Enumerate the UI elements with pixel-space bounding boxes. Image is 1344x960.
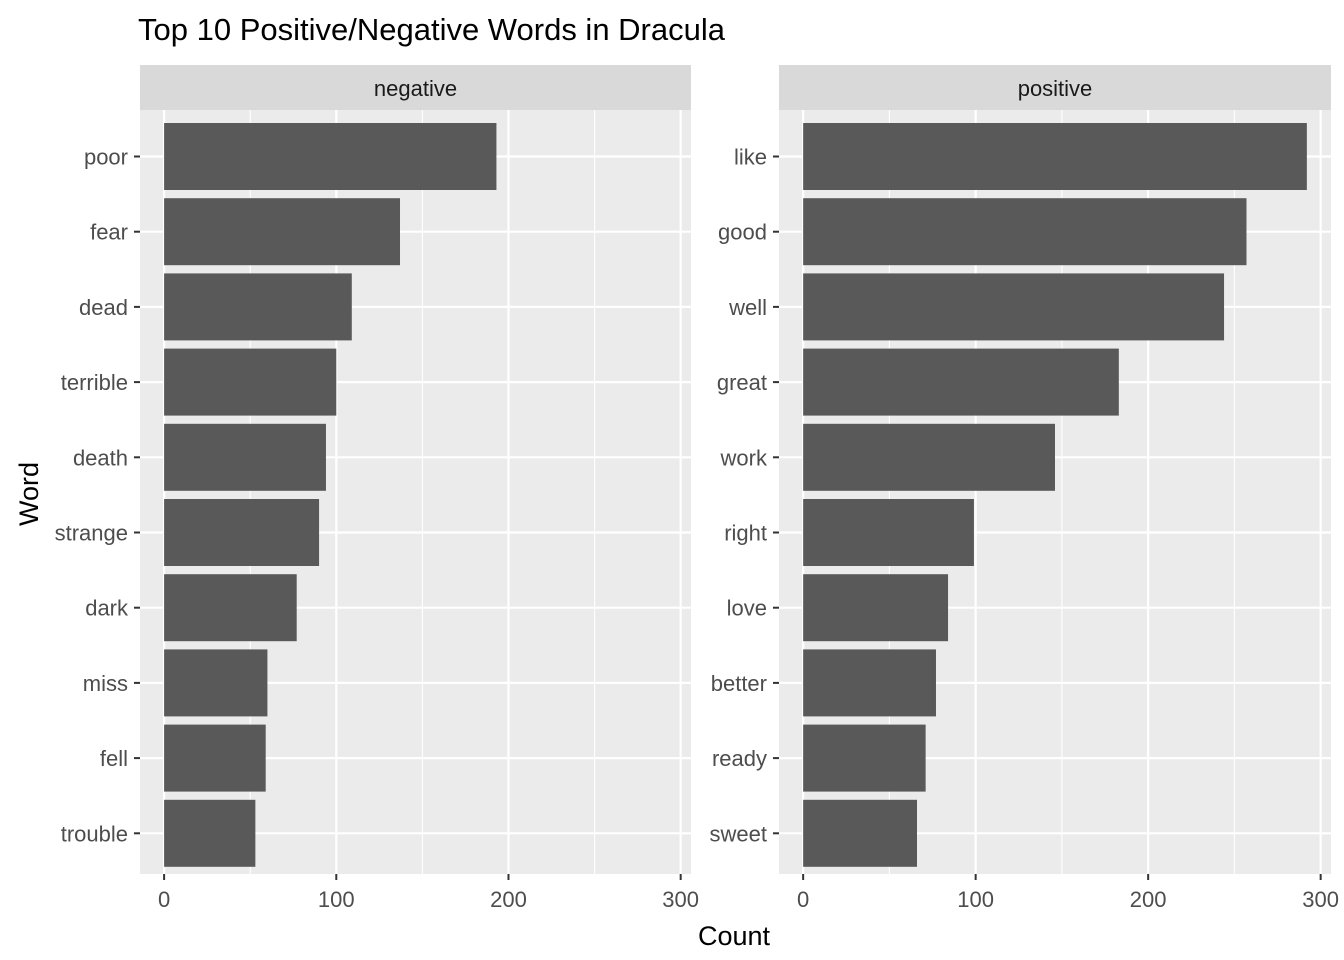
bar-trouble [164, 799, 256, 867]
bar-work [803, 423, 1055, 491]
bar-miss [164, 649, 268, 717]
y-tick-label: right [724, 521, 767, 546]
y-tick-label: strange [55, 521, 128, 546]
x-tick-label: 300 [1302, 887, 1339, 912]
y-axis-title: Word [14, 462, 44, 526]
y-tick-label: terrible [61, 370, 128, 395]
bar-love [803, 574, 949, 642]
y-tick-label: great [717, 370, 767, 395]
x-axis-title: Count [698, 921, 771, 951]
facet-strip-label: negative [374, 76, 457, 101]
x-tick-label: 200 [490, 887, 527, 912]
bar-better [803, 649, 936, 717]
bar-sweet [803, 799, 917, 867]
facet-strip-label: positive [1018, 76, 1093, 101]
y-tick-label: love [727, 596, 767, 621]
y-tick-label: dead [79, 295, 128, 320]
y-tick-label: work [720, 445, 768, 470]
y-tick-label: fear [90, 220, 128, 245]
bar-like [803, 123, 1307, 190]
facet-strip [779, 65, 1331, 110]
bar-good [803, 198, 1247, 266]
x-tick-label: 100 [318, 887, 355, 912]
facet-positive: positive 0 100 200 300 like good well great work r… [710, 65, 1339, 912]
y-tick-label: dark [85, 596, 129, 621]
bar-dark [164, 574, 297, 642]
y-tick-label: poor [84, 145, 128, 170]
bar-terrible [164, 348, 337, 416]
bar-right [803, 499, 974, 566]
x-tick-label: 0 [797, 887, 809, 912]
facet-negative: negative 0 100 200 300 poor fear dead terrible de… [55, 65, 699, 912]
y-tick-label: trouble [61, 821, 128, 846]
x-tick-label: 200 [1130, 887, 1167, 912]
bar-fear [164, 198, 401, 266]
bar-strange [164, 499, 320, 566]
bar-death [164, 423, 326, 491]
chart-title: Top 10 Positive/Negative Words in Dracul… [138, 12, 726, 47]
facet-strip [140, 65, 691, 110]
y-tick-label: ready [712, 746, 767, 771]
y-tick-label: good [718, 220, 767, 245]
x-tick-label: 100 [957, 887, 994, 912]
bar-great [803, 348, 1119, 416]
y-tick-label: like [734, 145, 767, 170]
y-tick-label: better [711, 671, 767, 696]
bar-fell [164, 724, 266, 792]
bar-dead [164, 273, 352, 341]
y-tick-label: miss [83, 671, 128, 696]
bar-well [803, 273, 1225, 341]
x-tick-label: 0 [158, 887, 170, 912]
y-tick-label: well [728, 295, 767, 320]
y-tick-label: fell [100, 746, 128, 771]
y-tick-label: sweet [710, 821, 767, 846]
facet-panels: negative 0 100 200 300 poor fear dead terrible de… [55, 65, 1339, 912]
x-tick-label: 300 [662, 887, 699, 912]
bar-poor [164, 123, 497, 190]
y-tick-label: death [73, 445, 128, 470]
bar-ready [803, 724, 926, 792]
